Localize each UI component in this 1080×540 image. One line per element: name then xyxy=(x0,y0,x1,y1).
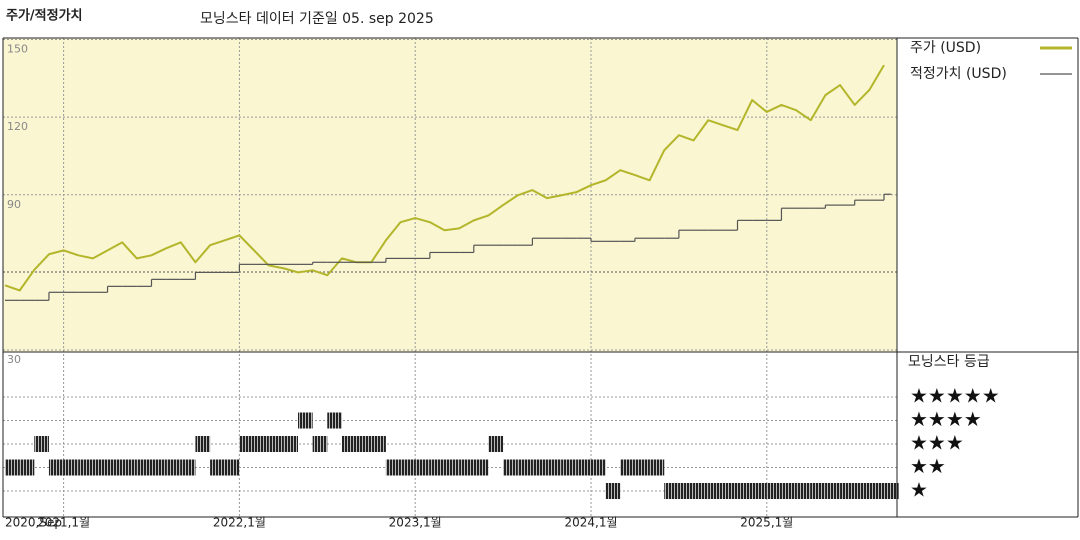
rating-bar xyxy=(605,483,621,499)
rating-level-label: ★★ xyxy=(910,454,946,478)
rating-bar xyxy=(473,459,489,476)
rating-bar xyxy=(781,483,797,499)
rating-bar xyxy=(19,459,35,476)
rating-bar xyxy=(796,483,811,499)
legend-label: 주가 (USD) xyxy=(910,40,981,56)
rating-bar xyxy=(107,459,123,476)
rating-bar xyxy=(385,459,401,476)
y-tick-label: 90 xyxy=(7,198,21,211)
rating-bar xyxy=(48,459,64,476)
rating-bar xyxy=(854,483,870,499)
rating-bar xyxy=(737,483,753,499)
rating-bar xyxy=(708,483,723,499)
rating-bar xyxy=(649,459,665,476)
rating-bar xyxy=(239,436,255,452)
rating-bar xyxy=(180,459,196,476)
rating-bar xyxy=(254,436,269,452)
rating-bar xyxy=(283,436,298,452)
rating-bar xyxy=(591,459,606,476)
rating-bar xyxy=(210,459,225,476)
x-tick-label: 2025,1월 xyxy=(740,516,793,530)
rating-level-label: ★ xyxy=(910,478,928,502)
rating-bar xyxy=(840,483,855,499)
rating-bar xyxy=(195,436,211,452)
rating-level-label: ★★★ xyxy=(910,431,964,455)
x-tick-label: 2023,1월 xyxy=(389,516,442,530)
rating-bar xyxy=(576,459,591,476)
chart-title: 주가/적정가치 xyxy=(6,8,83,24)
rating-bar xyxy=(268,436,284,452)
rating-bar xyxy=(532,459,548,476)
rating-bar xyxy=(92,459,108,476)
rating-bar xyxy=(620,459,635,476)
rating-bar xyxy=(444,459,460,476)
rating-bar xyxy=(122,459,137,476)
chart-subtitle: 모닝스타 데이터 기준일 05. sep 2025 xyxy=(200,11,434,27)
rating-bar xyxy=(78,459,93,476)
rating-bar xyxy=(693,483,709,499)
rating-bar xyxy=(429,459,445,476)
price-panel xyxy=(3,38,897,352)
legend-label: 적정가치 (USD) xyxy=(910,66,1007,82)
rating-bar xyxy=(312,436,328,452)
rating-bar xyxy=(766,483,782,499)
rating-bar xyxy=(34,436,49,452)
rating-title: 모닝스타 등급 xyxy=(908,354,990,370)
y-tick-label: 30 xyxy=(7,353,21,366)
rating-bar xyxy=(810,483,826,499)
rating-bar xyxy=(371,436,386,452)
x-tick-label: 2024,1월 xyxy=(564,516,617,530)
rating-bar xyxy=(298,412,313,429)
rating-bar xyxy=(869,483,884,499)
rating-bar xyxy=(517,459,533,476)
rating-bar xyxy=(884,483,899,499)
rating-bar xyxy=(634,459,650,476)
rating-bar xyxy=(825,483,841,499)
rating-bar xyxy=(224,459,240,476)
rating-level-label: ★★★★★ xyxy=(910,384,1000,408)
rating-bar xyxy=(151,459,167,476)
rating-bar xyxy=(678,483,694,499)
rating-bar xyxy=(547,459,562,476)
x-tick-label: 2021,1월 xyxy=(37,516,90,530)
rating-bar xyxy=(341,436,357,452)
rating-bar xyxy=(166,459,181,476)
rating-bar xyxy=(136,459,152,476)
x-tick-label: 2020,Sep xyxy=(5,516,62,530)
y-tick-label: 150 xyxy=(7,43,28,56)
rating-bar xyxy=(561,459,577,476)
rating-bar xyxy=(415,459,430,476)
rating-bar xyxy=(664,483,679,499)
rating-bar xyxy=(459,459,474,476)
rating-bar xyxy=(503,459,518,476)
rating-bar xyxy=(752,483,767,499)
rating-bar xyxy=(488,436,504,452)
rating-bar xyxy=(327,412,342,429)
rating-bar xyxy=(356,436,372,452)
rating-bar xyxy=(5,459,20,476)
x-tick-label: 2022,1월 xyxy=(213,516,266,530)
rating-bar xyxy=(722,483,738,499)
y-tick-label: 120 xyxy=(7,120,28,133)
rating-bar xyxy=(63,459,79,476)
rating-level-label: ★★★★ xyxy=(910,407,982,431)
rating-bar xyxy=(400,459,416,476)
price-line xyxy=(4,64,885,292)
